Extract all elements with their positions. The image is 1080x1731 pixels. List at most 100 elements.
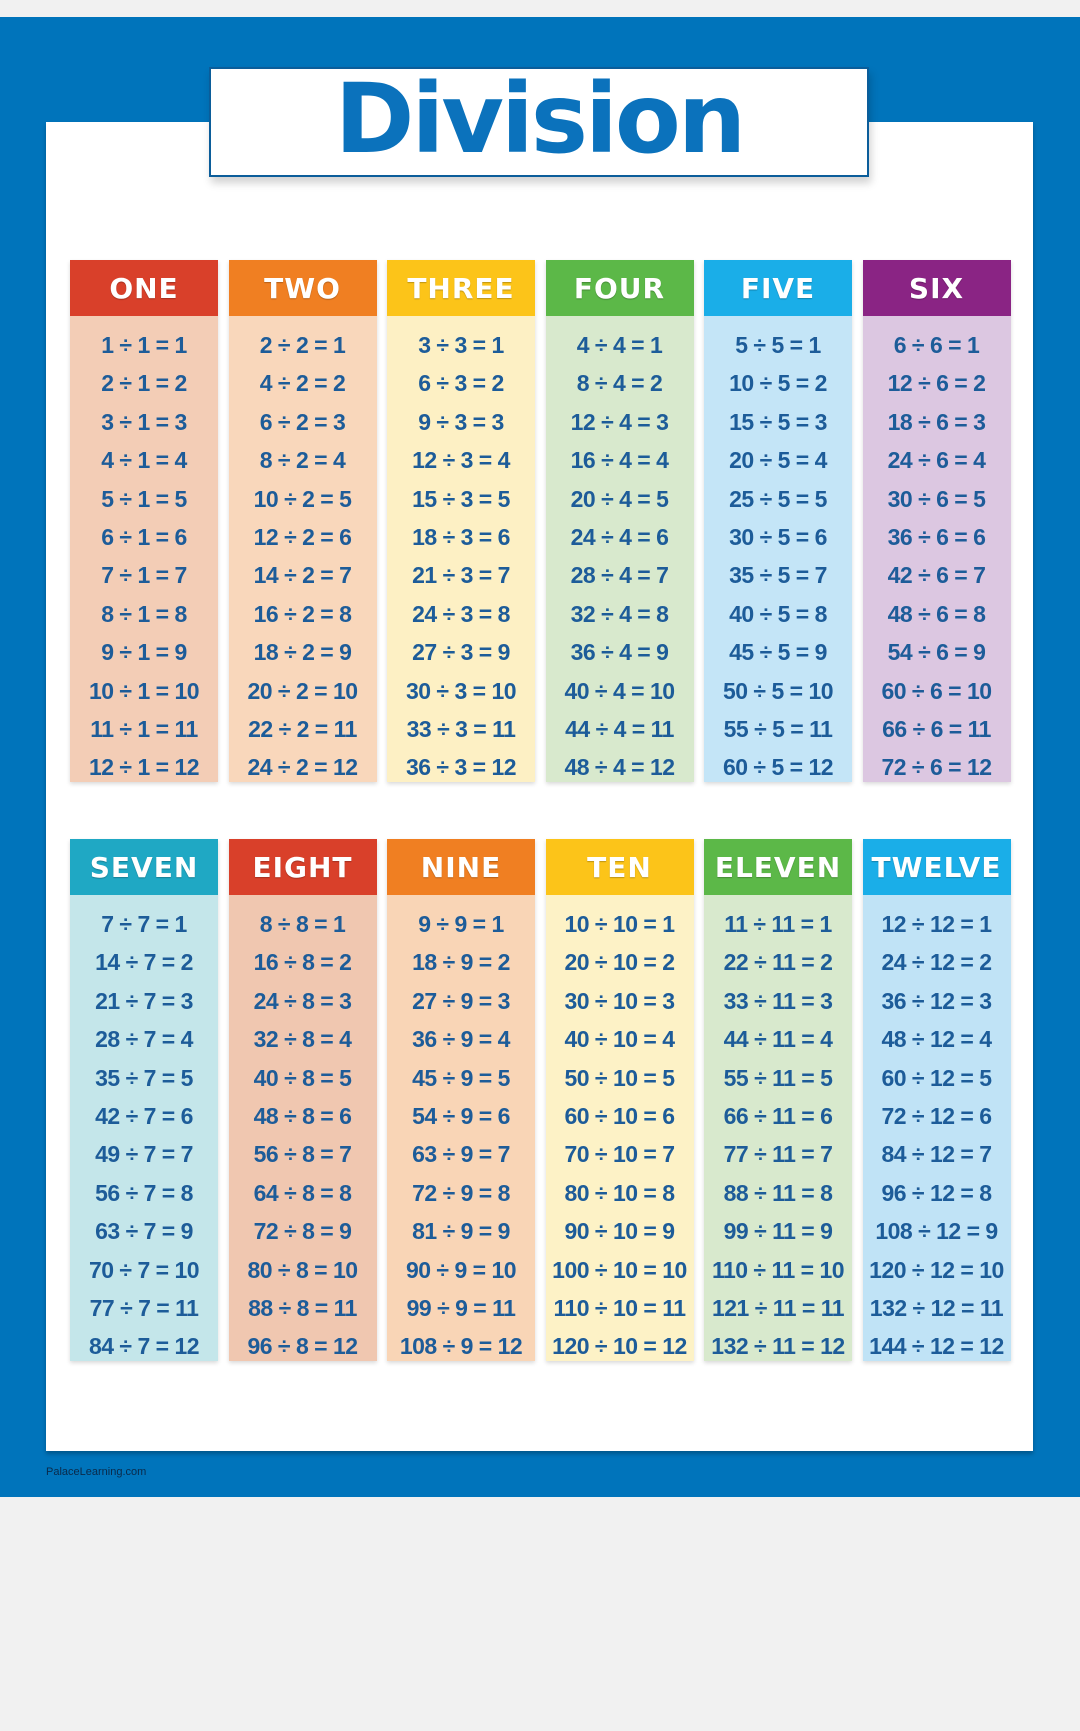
equation: 77 ÷ 7 = 11 (89, 1294, 199, 1321)
equation: 40 ÷ 4 = 10 (564, 677, 675, 704)
equation: 33 ÷ 11 = 3 (723, 987, 833, 1014)
equation: 30 ÷ 3 = 10 (405, 677, 517, 704)
equation: 72 ÷ 12 = 6 (881, 1102, 992, 1129)
table-header: FOUR (545, 260, 694, 316)
table-body: 2 ÷ 2 = 1 4 ÷ 2 = 2 6 ÷ 2 = 3 8 ÷ 2 = 4 10 ÷… (228, 316, 377, 782)
equation: 20 ÷ 10 = 2 (564, 949, 675, 976)
equation: 8 ÷ 2 = 4 (259, 447, 346, 474)
equation: 27 ÷ 3 = 9 (412, 639, 510, 666)
equation: 77 ÷ 11 = 7 (723, 1141, 833, 1168)
equation: 12 ÷ 2 = 6 (253, 523, 352, 550)
equation: 3 ÷ 1 = 3 (101, 408, 187, 435)
equation: 24 ÷ 8 = 3 (253, 987, 352, 1014)
table-three: THREE 3 ÷ 3 = 1 6 ÷ 3 = 2 9 ÷ 3 = 3 12 ÷ 3 =… (387, 260, 535, 782)
table-five: FIVE 5 ÷ 5 = 1 10 ÷ 5 = 2 15 ÷ 5 = 3 20 ÷ 5 … (704, 260, 852, 782)
equation: 7 ÷ 1 = 7 (101, 562, 187, 589)
equation: 84 ÷ 12 = 7 (881, 1141, 992, 1168)
equation: 45 ÷ 5 = 9 (729, 639, 827, 666)
equation: 40 ÷ 8 = 5 (253, 1064, 352, 1091)
equation: 72 ÷ 9 = 8 (412, 1179, 510, 1206)
table-six: SIX 6 ÷ 6 = 1 12 ÷ 6 = 2 18 ÷ 6 = 3 24 ÷ 6 =… (862, 260, 1011, 782)
equation: 40 ÷ 5 = 8 (729, 600, 827, 627)
table-four: FOUR 4 ÷ 4 = 1 8 ÷ 4 = 2 12 ÷ 4 = 3 16 ÷ 4 =… (545, 260, 694, 782)
equation: 10 ÷ 10 = 1 (564, 911, 675, 937)
equation: 88 ÷ 8 = 11 (248, 1294, 357, 1321)
equation: 12 ÷ 3 = 4 (412, 447, 510, 474)
table-nine: NINE 9 ÷ 9 = 1 18 ÷ 9 = 2 27 ÷ 9 = 3 36 ÷ 9 … (387, 839, 535, 1361)
table-eleven: ELEVEN 11 ÷ 11 = 1 22 ÷ 11 = 2 33 ÷ 11 = 3 4… (704, 839, 852, 1361)
equation: 56 ÷ 7 = 8 (95, 1179, 193, 1206)
equation: 54 ÷ 9 = 6 (412, 1102, 510, 1129)
title-banner: Division (209, 67, 869, 177)
equation: 6 ÷ 1 = 6 (101, 523, 187, 550)
table-body: 1 ÷ 1 = 1 2 ÷ 1 = 2 3 ÷ 1 = 3 4 ÷ 1 = 4 5 ÷ … (70, 316, 218, 782)
equation: 6 ÷ 2 = 3 (259, 408, 346, 435)
equation: 12 ÷ 1 = 12 (88, 754, 200, 781)
equation: 18 ÷ 2 = 9 (253, 639, 352, 666)
equation: 4 ÷ 1 = 4 (101, 447, 187, 474)
table-header: TEN (545, 839, 694, 895)
equation: 27 ÷ 9 = 3 (412, 987, 510, 1014)
equation: 63 ÷ 9 = 7 (412, 1141, 510, 1168)
table-body: 6 ÷ 6 = 1 12 ÷ 6 = 2 18 ÷ 6 = 3 24 ÷ 6 = 4 3… (862, 316, 1011, 782)
equation: 15 ÷ 3 = 5 (412, 485, 510, 512)
table-header: SEVEN (70, 839, 218, 895)
equation: 7 ÷ 7 = 1 (101, 911, 187, 937)
equation: 14 ÷ 7 = 2 (95, 949, 193, 976)
equation: 33 ÷ 3 = 11 (406, 715, 516, 742)
equation: 8 ÷ 4 = 2 (576, 370, 663, 397)
equation: 48 ÷ 4 = 12 (564, 754, 675, 781)
equation: 25 ÷ 5 = 5 (729, 485, 827, 512)
equation: 20 ÷ 4 = 5 (570, 485, 669, 512)
equation: 9 ÷ 9 = 1 (418, 911, 504, 937)
equation: 20 ÷ 5 = 4 (729, 447, 827, 474)
table-body: 5 ÷ 5 = 1 10 ÷ 5 = 2 15 ÷ 5 = 3 20 ÷ 5 = 4 2… (704, 316, 852, 782)
equation: 2 ÷ 2 = 1 (259, 332, 346, 358)
table-two: TWO 2 ÷ 2 = 1 4 ÷ 2 = 2 6 ÷ 2 = 3 8 ÷ 2 = 4 1… (228, 260, 377, 782)
equation: 42 ÷ 7 = 6 (95, 1102, 193, 1129)
equation: 48 ÷ 12 = 4 (881, 1026, 992, 1053)
equation: 9 ÷ 3 = 3 (418, 408, 504, 435)
division-poster: Division ONE 1 ÷ 1 = 1 2 ÷ 1 = 2 3 ÷ 1 = 3 4… (0, 17, 1080, 1497)
equation: 35 ÷ 7 = 5 (95, 1064, 193, 1091)
equation: 54 ÷ 6 = 9 (887, 639, 986, 666)
equation: 72 ÷ 6 = 12 (881, 754, 992, 781)
equation: 30 ÷ 5 = 6 (729, 523, 827, 550)
equation: 4 ÷ 2 = 2 (259, 370, 346, 397)
table-header: ONE (70, 260, 218, 316)
table-header: TWO (228, 260, 377, 316)
equation: 132 ÷ 11 = 12 (711, 1333, 845, 1360)
equation: 66 ÷ 6 = 11 (882, 715, 991, 742)
equation: 63 ÷ 7 = 9 (95, 1218, 193, 1245)
equation: 14 ÷ 2 = 7 (253, 562, 352, 589)
equation: 72 ÷ 8 = 9 (253, 1218, 352, 1245)
equation: 70 ÷ 10 = 7 (564, 1141, 675, 1168)
table-eight: EIGHT 8 ÷ 8 = 1 16 ÷ 8 = 2 24 ÷ 8 = 3 32 ÷ 8… (228, 839, 377, 1361)
equation: 12 ÷ 6 = 2 (887, 370, 986, 397)
table-header: TWELVE (862, 839, 1011, 895)
equation: 90 ÷ 10 = 9 (564, 1218, 675, 1245)
equation: 5 ÷ 1 = 5 (101, 485, 187, 512)
equation: 35 ÷ 5 = 7 (729, 562, 827, 589)
equation: 21 ÷ 7 = 3 (95, 987, 193, 1014)
equation: 70 ÷ 7 = 10 (88, 1256, 200, 1283)
equation: 60 ÷ 6 = 10 (881, 677, 992, 704)
equation: 18 ÷ 3 = 6 (412, 523, 510, 550)
equation: 9 ÷ 1 = 9 (101, 639, 187, 666)
equation: 10 ÷ 5 = 2 (729, 370, 827, 397)
equation: 56 ÷ 8 = 7 (253, 1141, 352, 1168)
equation: 16 ÷ 8 = 2 (253, 949, 352, 976)
table-header: ELEVEN (704, 839, 852, 895)
equation: 16 ÷ 4 = 4 (570, 447, 669, 474)
table-body: 8 ÷ 8 = 1 16 ÷ 8 = 2 24 ÷ 8 = 3 32 ÷ 8 = 4 4… (228, 895, 377, 1361)
equation: 22 ÷ 11 = 2 (723, 949, 833, 976)
equation: 42 ÷ 6 = 7 (887, 562, 986, 589)
equation: 32 ÷ 4 = 8 (570, 600, 669, 627)
table-header: THREE (387, 260, 535, 316)
equation: 96 ÷ 8 = 12 (247, 1333, 358, 1360)
equation: 4 ÷ 4 = 1 (576, 332, 663, 358)
equation: 24 ÷ 3 = 8 (412, 600, 510, 627)
table-body: 11 ÷ 11 = 1 22 ÷ 11 = 2 33 ÷ 11 = 3 44 ÷ 11… (704, 895, 852, 1361)
table-ten: TEN 10 ÷ 10 = 1 20 ÷ 10 = 2 30 ÷ 10 = 3 40 ÷… (545, 839, 694, 1361)
equation: 88 ÷ 11 = 8 (723, 1179, 833, 1206)
